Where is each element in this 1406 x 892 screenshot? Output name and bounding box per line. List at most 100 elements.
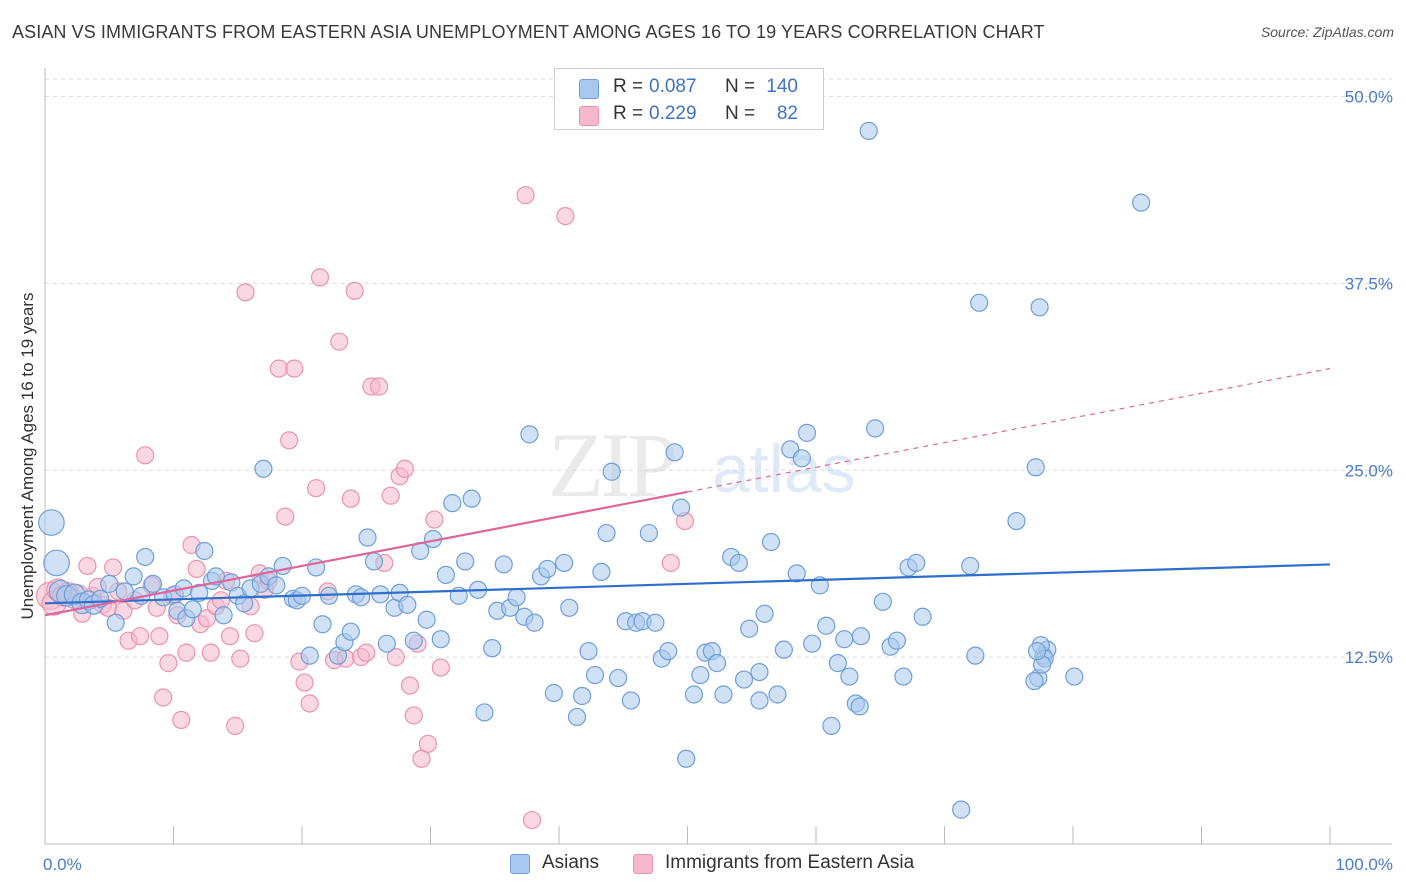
asian-point <box>377 634 396 653</box>
asian-point <box>585 665 605 685</box>
immigrant-point <box>211 591 231 610</box>
asian-point <box>475 703 494 722</box>
asian-point <box>115 582 134 601</box>
immigrant-point <box>425 510 444 529</box>
asian-point <box>1007 511 1026 531</box>
y-tick-label: 12.5% <box>1345 648 1393 667</box>
asian-point <box>106 613 125 632</box>
asian-point <box>768 685 787 704</box>
asian-point <box>866 419 885 438</box>
asian-point <box>431 630 450 649</box>
asian-point <box>665 443 684 462</box>
legend-r-value: 0.229 <box>649 103 697 124</box>
asian-point <box>750 691 769 710</box>
asian-point <box>850 697 869 716</box>
immigrant-point <box>400 676 420 695</box>
asian-point <box>483 639 502 658</box>
asian-point <box>124 567 143 586</box>
immigrant-point <box>345 281 364 300</box>
immigrant-point <box>276 507 295 526</box>
asian-point <box>567 707 587 727</box>
legend-r-value: 0.087 <box>649 76 697 97</box>
asian-point <box>525 613 544 632</box>
asian-point <box>352 588 371 607</box>
asian-point <box>609 668 628 688</box>
asian-point <box>592 562 611 582</box>
x-tick-label-min: 0.0% <box>43 855 82 874</box>
immigrant-point <box>104 558 123 577</box>
asian-point <box>961 556 980 576</box>
asian-point <box>1065 667 1084 686</box>
immigrant-point <box>150 627 169 646</box>
asian-point <box>195 541 214 561</box>
asian-point <box>740 619 759 638</box>
asian-point <box>143 574 163 593</box>
legend-swatch-pink <box>579 106 599 126</box>
asian-point <box>707 654 727 673</box>
asian-point <box>404 631 423 650</box>
asian-point <box>462 489 481 508</box>
immigrant-point <box>395 459 414 478</box>
immigrant-point <box>300 694 319 713</box>
asian-point <box>1030 298 1049 317</box>
asian-point <box>443 494 462 513</box>
immigrant-point <box>295 673 314 692</box>
asian-point <box>358 528 377 547</box>
legend-swatch-blue <box>510 854 530 874</box>
legend-r-label: R = <box>613 76 644 97</box>
asian-point <box>797 423 817 442</box>
asian-point <box>579 642 598 661</box>
asian-point <box>38 509 65 536</box>
axes <box>44 68 1392 845</box>
asian-point <box>671 498 691 517</box>
immigrant-point <box>516 186 535 205</box>
asian-point <box>555 553 574 573</box>
immigrant-point <box>220 627 240 646</box>
grid-lines <box>45 78 1392 658</box>
immigrant-point <box>136 446 155 465</box>
asian-point <box>646 613 665 632</box>
immigrant-point <box>285 359 304 378</box>
asian-point <box>507 588 526 607</box>
legend-swatch-blue <box>579 79 599 99</box>
asian-point <box>398 595 417 614</box>
asian-point <box>364 552 384 571</box>
stats-legend: R = 0.087 N = 140 R = 0.229 N = 82 <box>554 68 824 130</box>
asian-point <box>810 576 829 595</box>
asian-point <box>851 627 871 646</box>
asian-point <box>560 598 579 617</box>
asian-point <box>341 622 360 641</box>
immigrant-point <box>231 649 250 668</box>
immigrant-point <box>245 624 264 643</box>
immigrant-point <box>330 332 349 351</box>
asian-point <box>1027 642 1047 661</box>
asian-point <box>684 685 704 704</box>
legend-n-value: 82 <box>776 103 798 124</box>
asian-point <box>300 646 319 665</box>
asian-point <box>840 667 859 686</box>
immigrant-point <box>522 810 542 830</box>
asian-point <box>494 555 513 574</box>
asian-point <box>761 532 781 552</box>
asian-point <box>774 640 793 659</box>
y-tick-label: 50.0% <box>1345 88 1393 107</box>
asian-point <box>190 583 209 602</box>
asian-point <box>970 293 989 312</box>
asian-point <box>544 683 563 703</box>
immigrant-point <box>172 710 191 730</box>
immigrant-point <box>404 706 423 725</box>
legend-label-immigrants: Immigrants from Eastern Asia <box>665 852 915 873</box>
asian-point <box>436 565 456 585</box>
immigrant-point <box>177 643 196 662</box>
immigrant-point <box>236 283 255 302</box>
trend-line-immigrants <box>44 490 688 617</box>
asian-point <box>755 604 774 623</box>
immigrant-point <box>130 627 150 646</box>
asian-point <box>520 425 539 444</box>
asian-point <box>792 449 811 468</box>
asian-point <box>952 800 971 819</box>
trend-line-asians <box>44 563 1331 605</box>
asian-point <box>1132 193 1151 212</box>
asian-point <box>538 559 557 579</box>
asian-point <box>183 600 202 619</box>
